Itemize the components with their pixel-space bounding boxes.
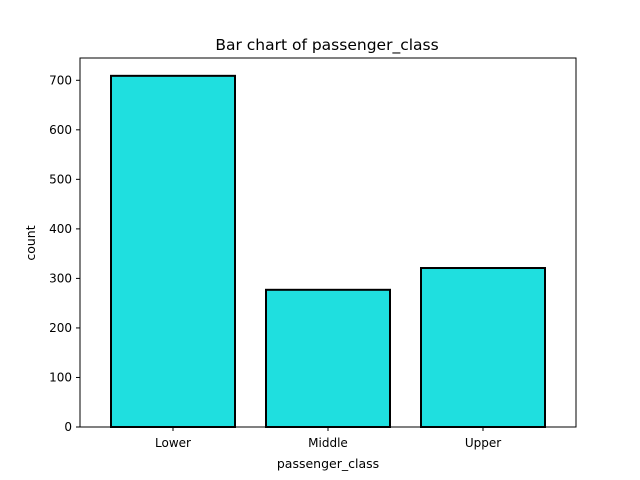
x-tick-label: Lower xyxy=(155,436,191,450)
y-tick-label: 700 xyxy=(49,73,72,87)
bar-lower xyxy=(110,74,236,428)
x-axis-label: passenger_class xyxy=(277,456,379,471)
y-tick-label: 300 xyxy=(49,271,72,285)
y-axis-label: count xyxy=(23,225,38,260)
y-tick-label: 400 xyxy=(49,222,72,236)
bars-group xyxy=(110,74,546,428)
plot-frame xyxy=(79,57,577,428)
y-tick-label: 500 xyxy=(49,172,72,186)
x-axis-ticks: Lower Middle Upper xyxy=(155,427,501,450)
y-tick-label: 100 xyxy=(49,370,72,384)
x-tick-label: Middle xyxy=(308,436,348,450)
x-tick-label: Upper xyxy=(465,436,501,450)
bar-middle xyxy=(265,288,391,428)
y-tick-label: 0 xyxy=(64,420,72,434)
y-tick-label: 600 xyxy=(49,123,72,137)
chart-title: Bar chart of passenger_class xyxy=(215,36,438,55)
bar-upper xyxy=(420,267,546,428)
y-tick-label: 200 xyxy=(49,321,72,335)
y-axis-ticks: 0 100 200 300 400 500 600 700 xyxy=(49,73,80,434)
